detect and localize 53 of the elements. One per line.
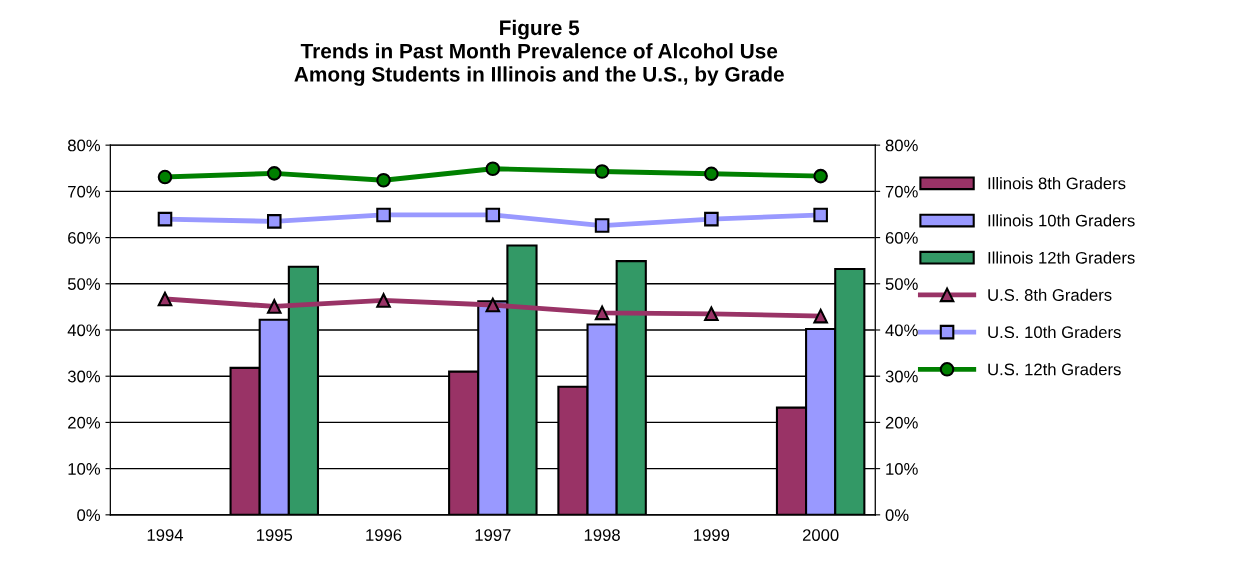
x-tick-label: 1996 <box>366 529 402 541</box>
point <box>376 293 391 308</box>
chart-title: Figure 5 Trends in Past Month Prevalence of Alcohol Use Among Students in Illinois and the U.S., by Grade <box>294 19 784 86</box>
point <box>594 164 610 179</box>
y2-tick-label: 20% <box>885 416 918 429</box>
point <box>157 291 173 307</box>
y-tick-label: 30% <box>67 370 101 383</box>
y-tick-label: 10% <box>68 463 101 475</box>
point <box>594 218 610 233</box>
point <box>485 207 501 223</box>
point <box>704 211 719 227</box>
legend-label: Illinois 10th Graders <box>988 214 1135 227</box>
y2-tick-label: 30% <box>885 370 918 383</box>
legend-label: U.S. 8th Graders <box>988 288 1112 301</box>
y2-tick-label: 50% <box>885 278 918 290</box>
y-tick-label: 40% <box>67 324 101 337</box>
x-tick-label: 1999 <box>694 529 730 541</box>
legend-label: U.S. 10th Graders <box>988 325 1121 339</box>
x-tick-label: 1998 <box>584 529 620 541</box>
point <box>266 166 282 181</box>
y2-tick-label: 0% <box>885 509 909 522</box>
y2-tick-label: 60% <box>885 231 918 244</box>
x-tick-label: 1995 <box>257 529 293 541</box>
y2-tick-label: 40% <box>885 324 918 337</box>
legend-label: Illinois 8th Graders <box>988 177 1126 190</box>
y2-tick-label: 70% <box>885 185 918 198</box>
legend-label: U.S. 12th Graders <box>988 363 1121 376</box>
point <box>485 161 501 177</box>
point <box>157 211 173 227</box>
y2-tick-label: 10% <box>886 463 918 475</box>
point <box>813 308 828 324</box>
point <box>813 168 828 184</box>
y-tick-label: 80% <box>68 139 101 152</box>
point <box>813 207 828 223</box>
point <box>594 305 610 321</box>
point <box>376 207 391 223</box>
point <box>704 166 719 182</box>
point <box>266 214 282 229</box>
y-tick-label: 50% <box>67 278 101 290</box>
y-tick-label: 20% <box>68 416 101 429</box>
x-tick-label: 2000 <box>802 529 839 541</box>
point <box>704 306 719 322</box>
y-tick-label: 0% <box>77 509 101 522</box>
point <box>485 297 501 313</box>
point <box>157 169 173 185</box>
y2-tick-label: 80% <box>885 139 918 152</box>
y-tick-label: 60% <box>68 231 101 244</box>
legend-label: Illinois 12th Graders <box>988 251 1135 264</box>
x-tick-label: 1994 <box>147 529 184 541</box>
point <box>376 172 391 188</box>
point <box>266 299 282 314</box>
x-tick-label: 1997 <box>475 529 511 541</box>
y-tick-label: 70% <box>68 185 101 198</box>
